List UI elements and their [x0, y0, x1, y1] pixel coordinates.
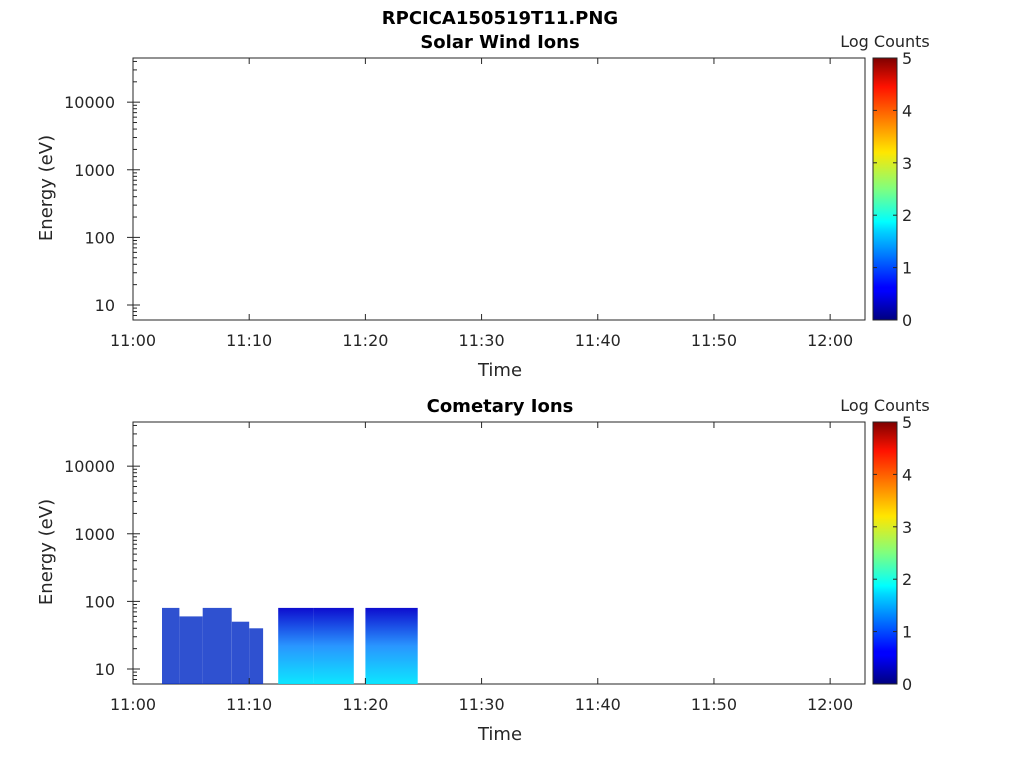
colorbar-tick-label: 1: [902, 259, 912, 278]
figure-title: RPCICA150519T11.PNG: [382, 8, 618, 29]
colorbar-tick-label: 3: [902, 518, 912, 537]
x-tick-label: 11:10: [226, 331, 272, 350]
colorbar-ticks-cometary: 0 1 2 3 4 5: [873, 413, 912, 694]
x-tick-label: 11:50: [691, 331, 737, 350]
x-tick-label: 11:00: [110, 331, 156, 350]
colorbar-tick-label: 2: [902, 570, 912, 589]
x-tick-label: 11:00: [110, 695, 156, 714]
colorbar-label-solar-wind: Log Counts: [840, 32, 930, 51]
x-tick-label: 11:10: [226, 695, 272, 714]
x-tick-label: 11:40: [575, 695, 621, 714]
y-tick-label: 100: [84, 228, 115, 247]
panel-title-solar-wind: Solar Wind Ions: [420, 32, 579, 53]
y-ticks-cometary: 10 100 1000 10000: [64, 424, 140, 685]
y-tick-label: 10000: [64, 457, 115, 476]
colorbar-scale-solar-wind: [872, 57, 898, 321]
y-tick-label: 10: [95, 660, 115, 679]
panel-xlabel-cometary: Time: [477, 724, 522, 745]
panel-ylabel-solar-wind: Energy (eV): [36, 135, 57, 241]
y-tick-label: 1000: [74, 161, 115, 180]
plot-frame-cometary: [132, 421, 866, 685]
spectrogram-cell: [365, 607, 418, 684]
x-tick-label: 11:50: [691, 695, 737, 714]
x-tick-label: 11:40: [575, 331, 621, 350]
spectrogram-cell: [313, 607, 354, 684]
colorbar-solar-wind: Log Counts 0 1 2 3 4 5: [840, 32, 930, 330]
colorbar-tick-label: 3: [902, 154, 912, 173]
y-ticks-solar-wind: 10 100 1000 10000: [64, 60, 140, 321]
cometary-panel: Cometary Ions Energy (eV) Time 11:00 11:1…: [36, 396, 930, 745]
panel-ylabel-cometary: Energy (eV): [36, 499, 57, 605]
colorbar-tick-label: 4: [902, 465, 912, 484]
x-ticks-solar-wind: 11:00 11:10 11:20 11:30 11:40 11:50 12:00: [110, 58, 853, 350]
x-tick-label: 12:00: [807, 331, 853, 350]
colorbar-tick-label: 0: [902, 675, 912, 694]
panel-xlabel-solar-wind: Time: [477, 360, 522, 381]
spectrogram-cell: [202, 607, 232, 684]
colorbar-tick-label: 2: [902, 206, 912, 225]
colorbar-tick-label: 5: [902, 413, 912, 432]
spectrogram-cell: [231, 621, 250, 684]
colorbar-tick-label: 4: [902, 101, 912, 120]
colorbar-tick-label: 5: [902, 49, 912, 68]
panel-title-cometary: Cometary Ions: [427, 396, 574, 417]
x-ticks-cometary: 11:00 11:10 11:20 11:30 11:40 11:50 12:00: [110, 422, 853, 714]
x-tick-label: 11:30: [459, 695, 505, 714]
x-tick-label: 11:20: [342, 695, 388, 714]
spectrogram-cometary: [162, 607, 418, 684]
colorbar-tick-label: 1: [902, 623, 912, 642]
spectrogram-cell: [278, 607, 314, 684]
spectrogram-cell: [162, 607, 180, 684]
plot-frame-solar-wind: [132, 57, 866, 321]
y-tick-label: 100: [84, 592, 115, 611]
colorbar-scale-cometary: [872, 421, 898, 685]
y-tick-label: 1000: [74, 525, 115, 544]
colorbar-ticks-solar-wind: 0 1 2 3 4 5: [873, 49, 912, 330]
x-tick-label: 12:00: [807, 695, 853, 714]
x-tick-label: 11:20: [342, 331, 388, 350]
colorbar-cometary: Log Counts 0 1 2 3 4 5: [840, 396, 930, 694]
colorbar-label-cometary: Log Counts: [840, 396, 930, 415]
spectrogram-cell: [249, 628, 264, 684]
solar-wind-panel: Solar Wind Ions Energy (eV) Time 11:00 11…: [36, 32, 930, 381]
x-tick-label: 11:30: [459, 331, 505, 350]
spectrogram-cell: [179, 616, 203, 684]
y-tick-label: 10000: [64, 93, 115, 112]
colorbar-tick-label: 0: [902, 311, 912, 330]
y-tick-label: 10: [95, 296, 115, 315]
